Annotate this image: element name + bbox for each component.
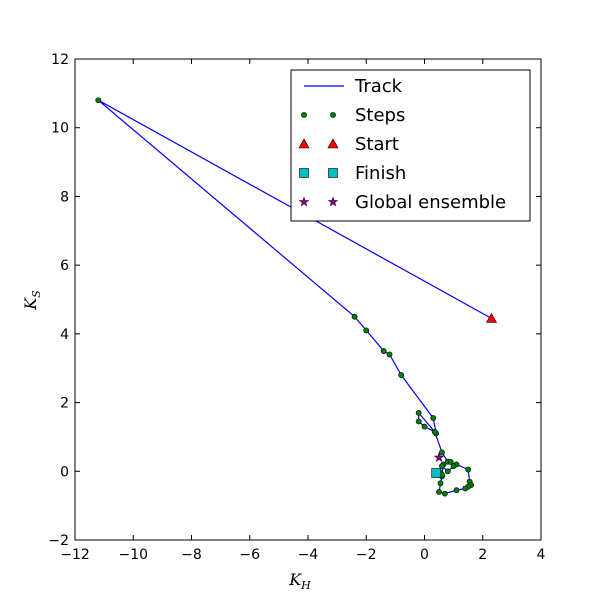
y-tick-label: 6 [60, 258, 69, 274]
x-tick-label: −10 [118, 547, 148, 563]
steps-point [450, 463, 457, 470]
steps-point [95, 97, 102, 104]
steps-point [439, 449, 445, 456]
legend-swatch-finish [299, 168, 309, 178]
legend-swatch-start [327, 138, 339, 149]
y-axis-label-sub: S [30, 290, 43, 298]
legend-swatch-steps [301, 112, 307, 118]
x-tick-label: −6 [239, 547, 260, 563]
y-axis-label: KS [21, 290, 43, 311]
x-tick-label: 0 [420, 547, 429, 563]
global-ensemble-point [433, 451, 445, 463]
legend-swatch-finish [328, 168, 338, 178]
steps-point [437, 480, 444, 487]
steps-point [441, 490, 448, 497]
legend-swatch-start [298, 138, 310, 149]
legend-swatch-steps [330, 112, 336, 118]
steps-point [363, 327, 370, 334]
steps-point [462, 485, 469, 492]
x-tick-label: 2 [478, 547, 487, 563]
y-tick-label: 10 [51, 121, 69, 137]
steps-point [415, 409, 422, 416]
x-axis-label-main: K [288, 570, 302, 589]
steps-point [431, 428, 438, 435]
steps-point [421, 423, 428, 430]
axes: −12 −10 −8 −6 −4 −2 0 2 4 −2 0 2 4 6 8 10 12 [48, 52, 545, 563]
steps-point [398, 372, 405, 378]
steps-point [439, 463, 445, 470]
legend-swatch-global-ensemble [298, 196, 310, 207]
legend-label-track: Track [354, 76, 403, 97]
legend-label-steps: Steps [355, 105, 405, 126]
steps-point [465, 466, 472, 473]
steps-point [380, 348, 387, 354]
x-tick-label: 4 [537, 547, 546, 563]
legend-swatch-global-ensemble [327, 196, 339, 207]
start-point [485, 312, 497, 323]
x-tick-label: −12 [60, 547, 90, 563]
steps-point [430, 415, 437, 421]
steps-point [447, 459, 454, 465]
y-tick-label: 12 [51, 52, 69, 68]
y-tick-label: 8 [60, 189, 69, 205]
y-tick-label: 0 [60, 464, 69, 480]
y-tick-label: 4 [60, 327, 69, 343]
legend-label-start: Start [355, 134, 399, 155]
x-axis-label-sub: H [300, 579, 311, 592]
axis-labels: KH KS [21, 290, 311, 592]
steps-point [444, 468, 451, 475]
x-tick-label: −8 [181, 547, 202, 563]
x-axis-label: KH [288, 570, 311, 592]
steps-point [436, 488, 442, 495]
steps-point [386, 351, 393, 358]
legend-label-finish: Finish [355, 163, 406, 184]
x-tick-label: −2 [356, 547, 377, 563]
finish-point [431, 468, 441, 478]
steps-point [453, 487, 460, 494]
legend: Track Steps Start Finish Global ensemble [290, 69, 531, 222]
steps-point [351, 313, 358, 320]
x-tick-label: −4 [298, 547, 319, 563]
legend-label-global-ensemble: Global ensemble [355, 192, 506, 213]
y-tick-label: 2 [60, 396, 69, 412]
plot-area [95, 97, 497, 497]
y-axis-label-main: K [21, 297, 40, 311]
y-tick-label: −2 [48, 533, 69, 549]
steps-point [415, 418, 422, 425]
